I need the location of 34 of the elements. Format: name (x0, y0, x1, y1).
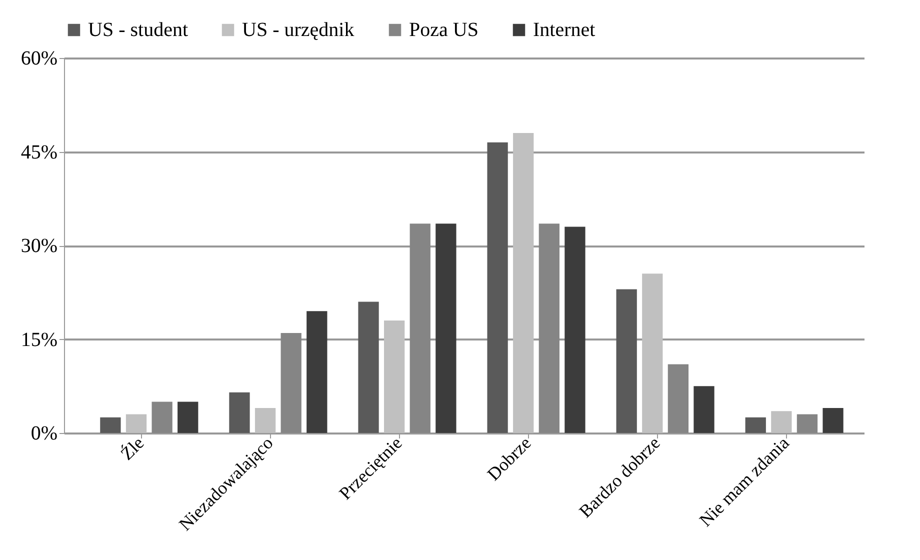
bar (822, 408, 844, 433)
x-tick-label: Źle (116, 432, 148, 464)
bar (306, 311, 328, 433)
bar (745, 417, 766, 433)
bar (513, 133, 534, 433)
legend-label: Internet (533, 19, 596, 41)
y-tick-label: 0% (30, 422, 58, 444)
bar (487, 142, 508, 433)
bar (694, 386, 714, 433)
bar (436, 224, 456, 433)
bar (280, 333, 302, 433)
bar (358, 302, 379, 433)
y-tick-label: 45% (20, 141, 58, 164)
bar (229, 392, 250, 433)
y-tick-label: 15% (20, 328, 58, 351)
bar (668, 364, 689, 433)
bar (538, 224, 560, 433)
legend-label: US - student (88, 19, 188, 41)
y-tick-label: 30% (20, 235, 58, 257)
bar (642, 274, 663, 433)
bar (254, 408, 276, 433)
legend-label: US - urzędnik (242, 19, 354, 41)
bar (126, 414, 147, 433)
bar (796, 414, 818, 433)
bar (616, 289, 637, 433)
bar (410, 224, 430, 433)
bar (178, 402, 198, 433)
bar (771, 411, 792, 433)
y-tick-label: 60% (20, 48, 58, 70)
bar (100, 417, 121, 433)
bar (152, 402, 172, 433)
legend-label: Poza US (409, 19, 478, 41)
bar (384, 320, 405, 433)
bar (564, 226, 586, 433)
